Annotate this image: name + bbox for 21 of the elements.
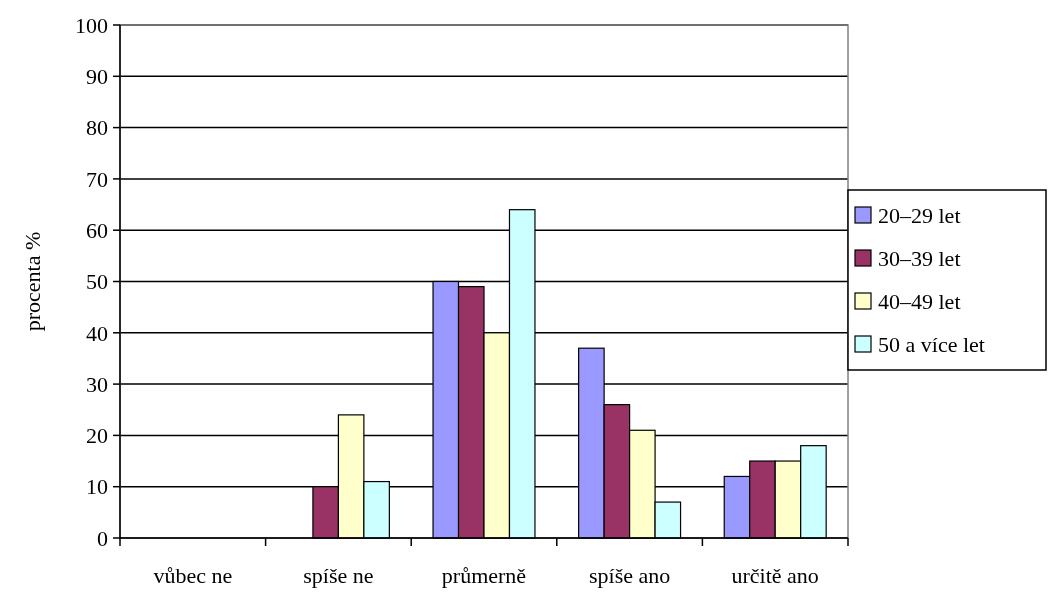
y-tick-label: 70 (86, 166, 108, 192)
y-tick-label: 40 (86, 320, 108, 346)
x-tick-label: spíše ano (588, 563, 671, 588)
y-tick-label: 100 (75, 12, 108, 38)
x-tick-label: spíše ne (303, 563, 374, 588)
x-tick-label: průmerně (441, 563, 527, 588)
y-tick-label: 30 (86, 371, 108, 397)
x-tick-label: vůbec ne (153, 563, 233, 588)
y-tick-label: 20 (86, 423, 108, 449)
y-tick-label: 0 (97, 525, 108, 551)
x-tick-label: určitě ano (731, 563, 819, 588)
legend-label: 50 a více let (878, 331, 985, 357)
legend-label: 30–39 let (878, 245, 961, 271)
y-tick-label: 60 (86, 217, 108, 243)
legend-label: 20–29 let (878, 202, 961, 228)
y-tick-label: 90 (86, 64, 108, 89)
legend-label: 40–49 let (878, 288, 961, 314)
y-tick-label: 80 (86, 115, 108, 141)
y-tick-label: 10 (86, 474, 108, 500)
y-tick-label: 50 (86, 269, 108, 295)
y-axis-title: procenta % (20, 231, 45, 332)
